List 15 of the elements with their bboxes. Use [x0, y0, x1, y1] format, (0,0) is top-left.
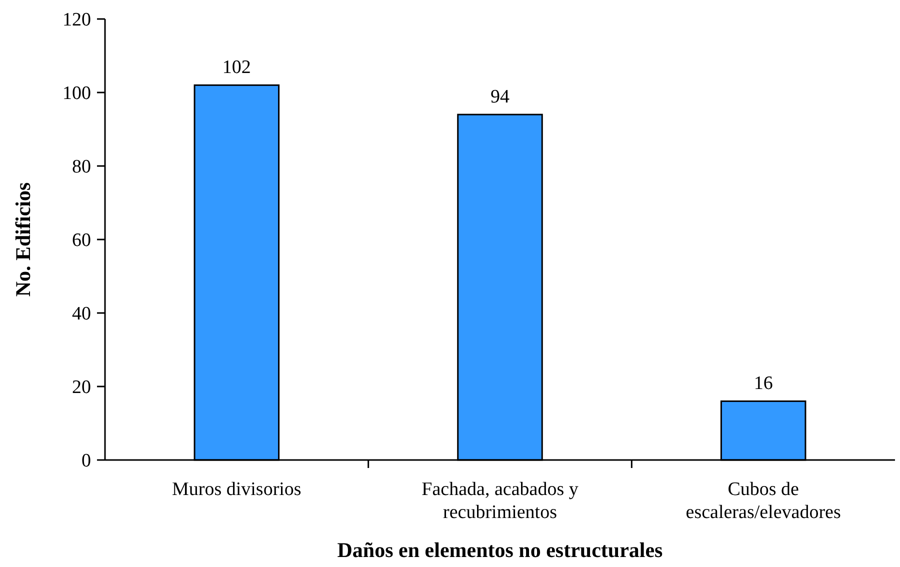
- data-label: 16: [754, 373, 773, 394]
- x-tick-label: Fachada, acabados y recubrimientos: [422, 479, 579, 523]
- x-tick-label: Muros divisorios: [172, 479, 302, 500]
- data-label: 102: [222, 57, 251, 78]
- x-tick-label: Cubos de escaleras/elevadores: [686, 479, 841, 523]
- y-tick-label: 20: [72, 377, 91, 398]
- y-tick-label: 40: [72, 304, 91, 325]
- y-tick-label: 100: [62, 83, 91, 104]
- y-tick-label: 60: [72, 230, 91, 252]
- y-axis-title: No. Edificios: [11, 182, 35, 297]
- data-label: 94: [490, 86, 510, 108]
- y-tick-label: 80: [72, 156, 91, 178]
- y-tick-label: 0: [82, 450, 91, 472]
- x-axis-title: Daños en elementos no estructurales: [337, 538, 663, 562]
- y-tick-label: 120: [62, 10, 91, 31]
